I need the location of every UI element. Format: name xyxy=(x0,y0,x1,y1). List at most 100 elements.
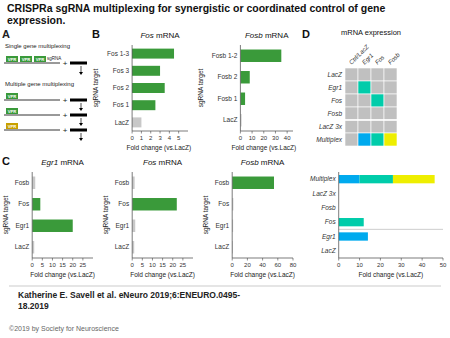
bar-chart: 012345LacZFos 1Fos 2Fos 3Fos 1-3Fold cha… xyxy=(92,28,191,152)
y-tick-label: Fos 1-3 xyxy=(107,50,129,57)
heatmap-cell xyxy=(371,68,384,81)
diagram: ASingle gene multiplexing+VPRVPRVPRsgRNA… xyxy=(2,28,87,141)
vpr-label: VPR xyxy=(8,94,17,99)
x-tick xyxy=(232,258,233,261)
heatmap-cell xyxy=(371,81,384,94)
x-tick xyxy=(42,258,43,261)
y-tick-label: Fos xyxy=(18,200,30,207)
bars xyxy=(132,177,177,254)
bar-segment xyxy=(363,218,364,226)
panel-letter: C xyxy=(2,155,10,167)
bar-segment xyxy=(339,232,368,240)
vpr-label: VPR xyxy=(22,57,31,62)
y-tick-label: Egr1 xyxy=(215,222,229,230)
bars xyxy=(32,177,73,254)
heatmap-cell xyxy=(358,133,371,146)
figure-title: CRISPRa sgRNA multiplexing for synergist… xyxy=(7,2,388,26)
heatmap-cell xyxy=(384,120,397,133)
x-tick-label: 0 xyxy=(131,262,135,268)
vpr-box xyxy=(34,56,46,62)
bar xyxy=(240,50,281,62)
panel-letter: D xyxy=(302,28,310,40)
gene-bar xyxy=(70,114,87,117)
chart-title: Fosb mRNA xyxy=(245,31,289,40)
x-tick xyxy=(52,258,53,261)
bar-segment xyxy=(393,175,435,183)
title-rest: mRNA xyxy=(58,158,84,167)
y-tick-label: Fosb xyxy=(215,179,230,186)
row-label: Fos xyxy=(331,97,343,104)
x-tick xyxy=(263,131,264,134)
heatmap-cell xyxy=(345,120,358,133)
bar xyxy=(132,83,165,93)
bar-chart: 01020304050LacZEgr1FosFosbLacZ 3xMultipl… xyxy=(310,172,447,279)
row-label: Fosb xyxy=(328,110,343,117)
vpr-box xyxy=(6,108,18,114)
x-tick-label: 20 xyxy=(169,262,176,268)
diagram-heading: Multiple gene multiplexing xyxy=(5,81,74,87)
gene-bar xyxy=(70,62,87,65)
x-tick-label: 50 xyxy=(440,262,447,268)
chart-title: Fos mRNA xyxy=(140,31,180,40)
x-axis-title: Fold change (vs.LacZ) xyxy=(359,271,424,279)
x-axis xyxy=(240,131,293,132)
x-tick-label: 10 xyxy=(49,262,56,268)
arrow-head xyxy=(79,123,83,126)
background xyxy=(0,0,450,338)
copyright: ©2019 by Society for Neuroscience xyxy=(9,325,119,333)
heatmap-cell xyxy=(345,94,358,107)
vpr-label: VPR xyxy=(8,109,17,114)
bar-segment xyxy=(339,175,360,183)
x-tick xyxy=(132,258,133,261)
x-tick xyxy=(252,131,253,134)
x-axis-title: Fold change (vs.LacZ) xyxy=(232,144,297,152)
x-tick xyxy=(338,258,339,261)
heatmap-cell xyxy=(384,94,397,107)
x-tick-label: 0 xyxy=(231,262,235,268)
vpr-label: VPR xyxy=(8,57,17,62)
y-tick-label: Fosb xyxy=(115,179,130,186)
x-tick xyxy=(32,258,33,261)
chart-title: Egr1 mRNA xyxy=(41,158,84,167)
y-axis xyxy=(240,45,241,131)
x-tick-label: 15 xyxy=(159,262,166,268)
x-tick xyxy=(240,131,241,134)
y-tick-label: Egr1 xyxy=(322,233,336,241)
heatmap-cell xyxy=(358,81,371,94)
x-tick-label: 10 xyxy=(149,262,156,268)
x-tick-label: 60 xyxy=(274,262,281,268)
bar xyxy=(132,117,141,127)
x-tick xyxy=(72,258,73,261)
title-gene: Fos xyxy=(143,158,156,167)
panel-letter: B xyxy=(92,28,100,40)
bar xyxy=(132,100,155,110)
y-axis xyxy=(232,172,233,258)
bars xyxy=(232,177,274,254)
x-tick-label: 4 xyxy=(168,135,172,141)
vpr-box xyxy=(20,56,32,62)
dna-line xyxy=(4,130,60,131)
title-gene: Fosb xyxy=(241,158,259,167)
bar-segment xyxy=(367,232,368,240)
x-tick-label: 0 xyxy=(337,262,341,268)
x-tick-label: 0 xyxy=(31,262,35,268)
y-tick-label: LacZ xyxy=(15,243,29,250)
heatmap-cell xyxy=(384,81,397,94)
heatmap: LacZEgr1FosFosbLacZ 3xMultiplexCtrl/LacZ… xyxy=(302,28,401,146)
citation: Katherine E. Savell et al. eNeuro 2019;6… xyxy=(18,290,240,300)
heatmap-cell xyxy=(371,107,384,120)
y-tick-label: LacZ xyxy=(115,119,129,126)
x-tick-label: 3 xyxy=(158,135,162,141)
x-axis-title: Fold change (vs.LacZ) xyxy=(30,271,95,279)
y-tick-label: Fos 2 xyxy=(113,84,130,91)
y-axis xyxy=(132,45,133,131)
title-rest: mRNA xyxy=(259,158,285,167)
x-tick xyxy=(152,258,153,261)
row-label: LacZ xyxy=(328,71,343,78)
dna-line xyxy=(4,100,60,101)
column-label: Fos xyxy=(373,53,385,65)
heatmap-cell xyxy=(384,68,397,81)
y-axis xyxy=(32,172,33,258)
x-tick-label: 0 xyxy=(130,135,134,141)
y-tick-label: Fosb 1 xyxy=(218,95,238,102)
